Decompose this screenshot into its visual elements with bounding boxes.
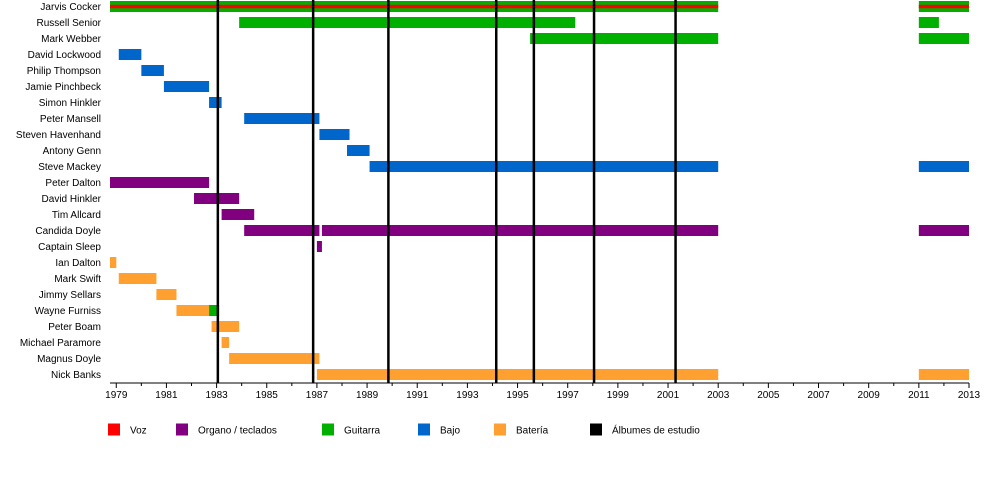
member-label-candida-doyle: Candida Doyle [35,226,101,237]
x-tick-label-1987: 1987 [306,390,329,401]
x-tick-label-2003: 2003 [707,390,730,401]
x-tick-label-1983: 1983 [205,390,228,401]
member-label-peter-mansell: Peter Mansell [40,114,101,125]
bar-david-lockwood-bajo [118,49,142,60]
bar-nick-banks-bateria [316,369,719,380]
bar-jimmy-sellars-bateria [156,289,177,300]
member-label-jarvis-cocker: Jarvis Cocker [40,2,101,13]
legend-label-albumes: Álbumes de estudio [612,424,700,437]
x-tick-label-2007: 2007 [807,390,830,401]
legend-label-bateria: Batería [516,426,549,437]
member-label-david-hinkler: David Hinkler [42,194,102,205]
x-tick-label-2001: 2001 [657,390,680,401]
x-tick-label-1981: 1981 [155,390,178,401]
bar-jamie-pinchbeck-bajo [163,81,210,92]
x-tick-label-1985: 1985 [256,390,279,401]
member-label-peter-boam: Peter Boam [48,322,101,333]
member-label-captain-sleep: Captain Sleep [38,242,101,253]
legend-label-bajo: Bajo [440,426,460,437]
member-label-simon-hinkler: Simon Hinkler [39,98,102,109]
bar-antony-genn-bajo [347,145,370,156]
legend: Voz Organo / teclados Guitarra Bajo Batería Á… [108,423,700,437]
legend-swatch-guitarra [322,423,334,436]
legend-swatch-bajo [418,423,430,436]
bar-russell-senior-guitarra [918,17,939,28]
x-tick-label-1979: 1979 [105,390,128,401]
member-label-steve-mackey: Steve Mackey [38,162,101,173]
bar-candida-doyle-organo [244,225,320,236]
x-tick-label-2009: 2009 [858,390,881,401]
x-tick-label-2011: 2011 [908,390,930,401]
x-tick-label-1999: 1999 [607,390,630,401]
member-label-antony-genn: Antony Genn [43,146,101,157]
legend-label-voz: Voz [130,426,147,437]
bar-david-hinkler-organo [194,193,240,204]
member-label-peter-dalton: Peter Dalton [45,178,101,189]
bar-candida-doyle-organo [321,225,719,236]
legend-swatch-bateria [494,423,506,436]
member-bars [110,1,969,380]
member-label-michael-paramore: Michael Paramore [20,338,102,349]
bar-peter-boam-bateria [211,321,240,332]
member-label-philip-thompson: Philip Thompson [27,66,101,77]
member-label-steven-havenhand: Steven Havenhand [16,130,101,141]
bar-steve-mackey-bajo [918,161,969,172]
bar-mark-swift-bateria [118,273,157,284]
member-label-mark-webber: Mark Webber [41,34,102,45]
x-tick-label-1995: 1995 [506,390,529,401]
member-label-wayne-furniss: Wayne Furniss [35,306,101,317]
bar-ian-dalton-bateria [110,257,117,268]
member-label-jimmy-sellars: Jimmy Sellars [39,290,101,301]
x-tick-label-1997: 1997 [557,390,580,401]
bar-peter-dalton-organo [110,177,210,188]
bar-mark-webber-guitarra [530,33,719,44]
bar-michael-paramore-bateria [221,337,230,348]
bar-nick-banks-bateria [918,369,969,380]
bar-jarvis-cocker-voz [918,4,969,9]
bar-peter-mansell-bajo [244,113,320,124]
member-label-ian-dalton: Ian Dalton [55,258,101,269]
bar-philip-thompson-bajo [141,65,164,76]
bar-magnus-doyle-bateria [229,353,320,364]
legend-swatch-albumes [590,423,602,436]
member-label-nick-banks: Nick Banks [51,370,101,381]
bar-tim-allcard-organo [221,209,255,220]
x-tick-label-1993: 1993 [456,390,479,401]
bar-russell-senior-guitarra [239,17,576,28]
bar-candida-doyle-organo [918,225,969,236]
x-tick-label-2013: 2013 [958,390,981,401]
member-labels: Jarvis Cocker Russell Senior Mark Webber Da… [16,2,102,381]
x-tick-label-1989: 1989 [356,390,379,401]
member-label-mark-swift: Mark Swift [54,274,101,285]
bar-simon-hinkler-bajo [209,97,222,108]
album-lines [216,0,677,383]
member-label-russell-senior: Russell Senior [37,18,102,29]
x-tick-label-1991: 1991 [406,390,429,401]
bar-wayne-furniss-guitarra [209,305,220,316]
bar-captain-sleep-organo [316,241,322,252]
x-tick-label-2005: 2005 [757,390,780,401]
bar-jarvis-cocker-voz [110,4,719,9]
member-label-tim-allcard: Tim Allcard [52,210,101,221]
bar-wayne-furniss-bateria [176,305,210,316]
member-label-jamie-pinchbeck: Jamie Pinchbeck [25,82,102,93]
bar-mark-webber-guitarra [918,33,969,44]
legend-swatch-organo [176,423,188,436]
legend-swatch-voz [108,423,120,436]
bar-steve-mackey-bajo [369,161,719,172]
member-label-magnus-doyle: Magnus Doyle [37,354,101,365]
legend-label-guitarra: Guitarra [344,426,381,437]
member-label-david-lockwood: David Lockwood [28,50,101,61]
legend-label-organo: Organo / teclados [198,426,277,437]
bar-steven-havenhand-bajo [319,129,350,140]
x-axis: 1979 1981 1983 1985 1987 1989 1991 1993 1995 1997… [105,382,981,401]
